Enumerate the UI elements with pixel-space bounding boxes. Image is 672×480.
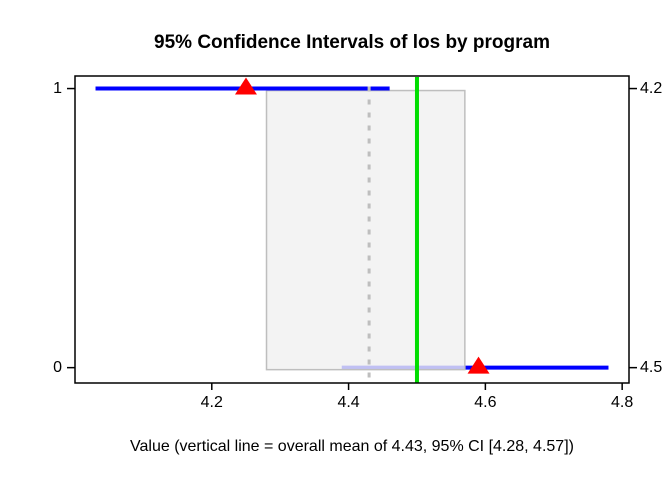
plot-box [74,75,630,384]
y-tick-label-left: 0 [53,358,62,376]
group-mean-label-right: 4.2 [640,79,663,97]
x-tick-label: 4.2 [200,394,223,411]
mean-marker-program-0 [467,356,490,374]
x-tick-label: 4.8 [611,394,634,411]
group-mean-label-right: 4.5 [640,358,663,376]
overall-ci-band [265,89,466,371]
y-tick-label-left: 1 [53,79,62,97]
chart-title: 95% Confidence Intervals of los by progr… [154,32,550,53]
x-tick-label: 4.4 [337,394,360,411]
x-tick-label: 4.6 [474,394,497,411]
mean-marker-program-1 [234,77,257,95]
x-axis-label: Value (vertical line = overall mean of 4… [130,438,574,455]
